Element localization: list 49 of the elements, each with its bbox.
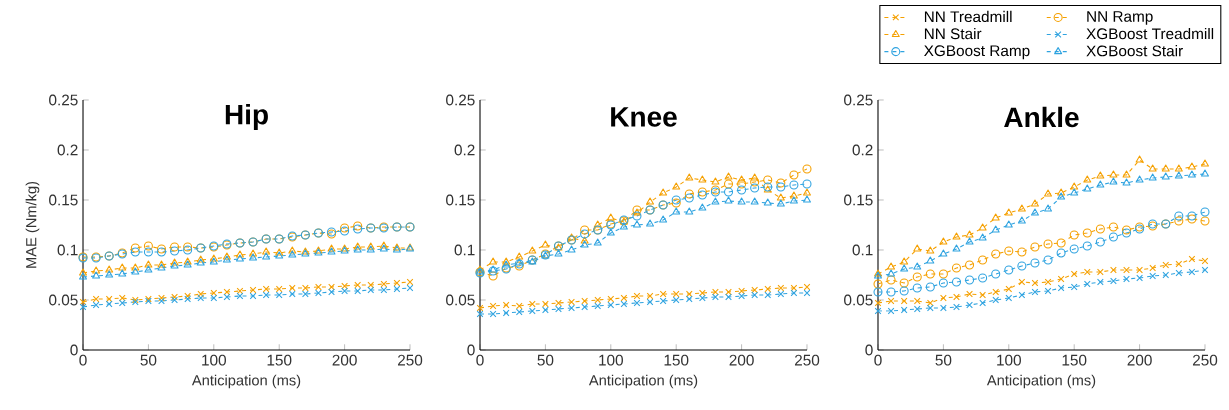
- y-tick-label: 0.25: [446, 94, 475, 106]
- x-tick-label: 200: [332, 354, 357, 366]
- x-tick-label: 100: [202, 354, 226, 366]
- y-tick-label: 0.2: [454, 144, 475, 156]
- x-axis-title: Anticipation (ms): [191, 374, 301, 389]
- y-tick-label: 0: [70, 344, 78, 356]
- y-tick-label: 0.05: [844, 294, 873, 306]
- x-tick-label: 50: [140, 354, 157, 366]
- y-tick-label: 0.15: [49, 194, 78, 206]
- x-tick-label: 0: [874, 354, 882, 366]
- x-axis-title: Anticipation (ms): [986, 374, 1096, 389]
- y-tick-label: 0.25: [49, 94, 78, 106]
- x-tick-label: 100: [599, 354, 623, 366]
- x-tick-label: 200: [1127, 354, 1152, 366]
- y-tick-label: 0: [467, 344, 475, 356]
- chart-title: Ankle: [1004, 106, 1079, 128]
- x-tick-label: 250: [794, 354, 820, 366]
- legend-label: XGBoost Stair: [1086, 45, 1183, 57]
- x-tick-label: 150: [267, 354, 292, 366]
- y-axis-title: MAE (Nm/kg): [25, 181, 40, 268]
- x-tick-label: 250: [397, 354, 423, 366]
- legend-label: NN Treadmill: [924, 10, 1012, 23]
- x-tick-label: 0: [476, 354, 484, 366]
- y-tick-label: 0.2: [852, 144, 873, 156]
- y-tick-label: 0.05: [446, 294, 475, 306]
- chart-title: Hip: [225, 103, 268, 131]
- x-tick-label: 0: [79, 354, 87, 366]
- legend-label: NN Stair: [924, 27, 982, 40]
- y-tick-label: 0.15: [446, 194, 475, 206]
- y-tick-label: 0.05: [49, 294, 78, 306]
- x-tick-label: 200: [729, 354, 754, 366]
- legend-label: XGBoost Ramp: [924, 45, 1030, 60]
- x-axis-title: Anticipation (ms): [588, 374, 698, 389]
- x-tick-label: 150: [664, 354, 689, 366]
- y-tick-label: 0.15: [844, 194, 873, 206]
- y-tick-label: 0.25: [844, 94, 873, 106]
- y-tick-label: 0.1: [852, 244, 873, 256]
- y-tick-label: 0.1: [454, 244, 475, 256]
- x-tick-label: 50: [935, 354, 952, 366]
- x-tick-label: 150: [1062, 354, 1087, 366]
- chart-title: Knee: [611, 107, 677, 127]
- x-tick-label: 250: [1192, 354, 1218, 366]
- x-tick-label: 50: [537, 354, 554, 366]
- legend-label: XGBoost Treadmill: [1086, 27, 1214, 40]
- y-tick-label: 0: [865, 344, 873, 356]
- x-tick-label: 100: [997, 354, 1021, 366]
- y-tick-label: 0.2: [57, 144, 78, 156]
- legend-label: NN Ramp: [1087, 11, 1153, 25]
- y-tick-label: 0.1: [57, 244, 78, 256]
